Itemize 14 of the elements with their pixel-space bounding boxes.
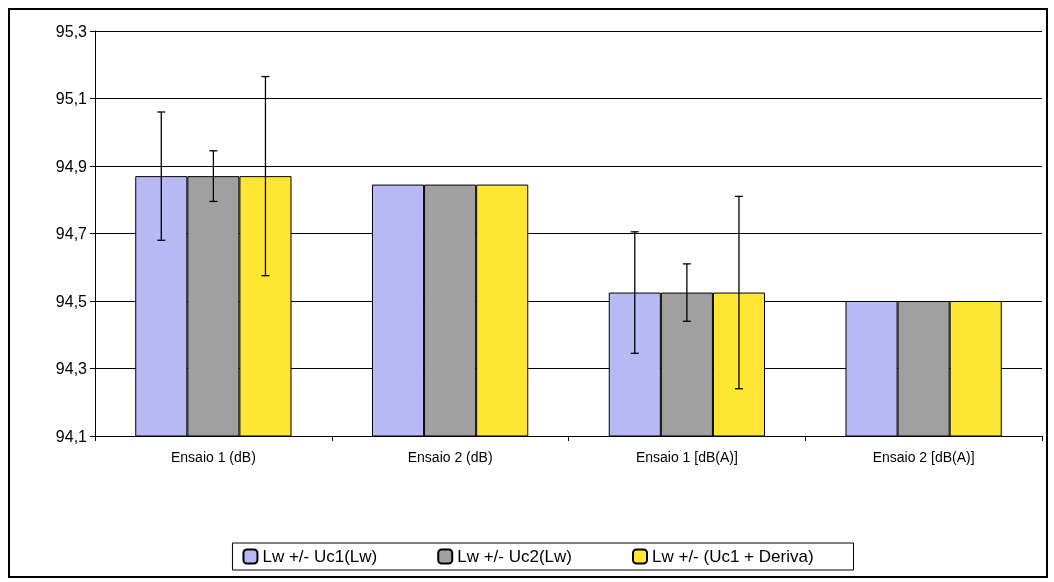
- x-tick-label: Ensaio 2 [dB(A)]: [872, 449, 975, 465]
- y-tick-label: 94,9: [55, 157, 88, 175]
- legend-label: Lw +/- Uc1(Lw): [262, 547, 378, 566]
- legend-label: Lw +/- Uc2(Lw): [457, 547, 573, 566]
- y-tick-label: 94,3: [55, 360, 88, 377]
- y-tick-label: 94,1: [55, 427, 88, 445]
- x-tick-label: Ensaio 1 [dB(A)]: [635, 449, 738, 465]
- y-tick-label: 95,3: [55, 22, 88, 40]
- x-tick-label: Ensaio 2 (dB): [407, 449, 493, 465]
- y-tick-label: 94,7: [55, 225, 88, 242]
- x-tick-label: Ensaio 1 (dB): [170, 449, 256, 465]
- y-tick-label: 94,5: [55, 292, 88, 310]
- y-tick-label: 95,1: [55, 90, 88, 107]
- legend-label: Lw +/- (Uc1 + Deriva): [652, 547, 814, 566]
